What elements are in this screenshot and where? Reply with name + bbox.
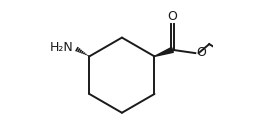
Polygon shape: [154, 47, 173, 56]
Text: H₂N: H₂N: [50, 41, 74, 54]
Text: O: O: [167, 10, 177, 23]
Text: O: O: [196, 46, 206, 59]
